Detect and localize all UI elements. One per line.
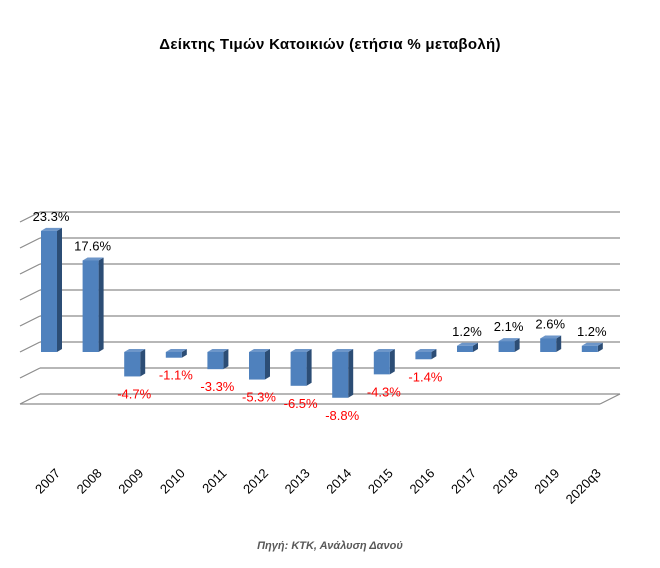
bar-top (332, 349, 354, 352)
bar (41, 230, 57, 352)
data-label: 2.6% (535, 316, 565, 331)
bar-top (41, 227, 62, 231)
gridline-depth (19, 393, 41, 405)
bar-top (249, 349, 270, 352)
gridline-depth (19, 211, 41, 223)
bar-side (181, 349, 187, 358)
data-label: -8.8% (325, 408, 359, 423)
gridline-depth (19, 315, 41, 327)
data-label: -6.5% (284, 396, 318, 411)
bar-top (82, 257, 104, 261)
bar (249, 352, 265, 380)
data-label: 1.2% (452, 324, 482, 339)
chart-title: Δείκτης Τιμών Κατοικιών (ετήσια % μεταβο… (159, 36, 501, 53)
category-label: 2020q3 (563, 466, 604, 507)
bar (581, 345, 598, 352)
bar-side (265, 349, 270, 380)
bar-side (140, 349, 146, 377)
category-label: 2019 (531, 466, 562, 497)
bar (540, 338, 557, 352)
category-label: 2008 (74, 466, 105, 497)
bar-top (124, 349, 146, 352)
bar-top (540, 335, 562, 339)
data-label: -1.4% (408, 369, 442, 384)
data-label: 2.1% (494, 319, 524, 334)
data-label: -4.3% (367, 384, 401, 399)
category-label: 2014 (323, 466, 354, 497)
bar-side (223, 349, 229, 370)
bar-side (597, 342, 603, 352)
bar-top (498, 338, 520, 342)
data-label: 1.2% (577, 324, 607, 339)
gridline-depth (19, 237, 41, 249)
category-label: 2018 (490, 466, 521, 497)
bar (165, 352, 182, 358)
gridline-depth (19, 341, 41, 353)
bar (82, 260, 99, 352)
data-label: -1.1% (159, 368, 193, 383)
bar (373, 352, 390, 375)
bar-top (581, 342, 603, 346)
bar-top (457, 342, 478, 346)
bar (415, 352, 432, 360)
category-label: 2009 (115, 466, 146, 497)
bar-top (373, 349, 395, 352)
bar-side (348, 349, 354, 398)
bar-side (514, 338, 520, 352)
bar-side (98, 257, 104, 352)
category-label: 2015 (365, 466, 396, 497)
bar (332, 352, 349, 398)
bar (207, 352, 224, 370)
category-label: 2012 (240, 466, 271, 497)
bar-side (473, 342, 478, 352)
bar-top (165, 349, 187, 352)
gridline-depth (19, 367, 41, 379)
gridline-depth (19, 263, 41, 275)
bar-side (556, 335, 562, 352)
category-label: 2007 (32, 466, 63, 497)
bar-top (207, 349, 229, 352)
chart-source: Πηγή: ΚΤΚ, Ανάλυση Δανού (257, 540, 403, 552)
bar-side (306, 349, 312, 386)
category-label: 2011 (199, 466, 229, 496)
gridline-depth (19, 289, 41, 301)
data-label: 17.6% (74, 238, 111, 253)
bar (498, 341, 515, 352)
bar (457, 345, 473, 352)
category-label: 2013 (282, 466, 313, 497)
bar-top (415, 349, 437, 352)
bar-side (431, 349, 437, 360)
data-label: 23.3% (33, 209, 70, 224)
bar (290, 352, 307, 386)
bar (124, 352, 141, 377)
category-label: 2017 (448, 466, 479, 497)
data-label: -4.7% (117, 386, 151, 401)
bar-side (389, 349, 395, 375)
bar-top (290, 349, 312, 352)
data-label: -5.3% (242, 390, 276, 405)
floor-edge-side (599, 393, 621, 405)
bar-side (57, 227, 62, 352)
category-label: 2016 (406, 466, 437, 497)
category-label: 2010 (157, 466, 188, 497)
data-label: -3.3% (200, 379, 234, 394)
